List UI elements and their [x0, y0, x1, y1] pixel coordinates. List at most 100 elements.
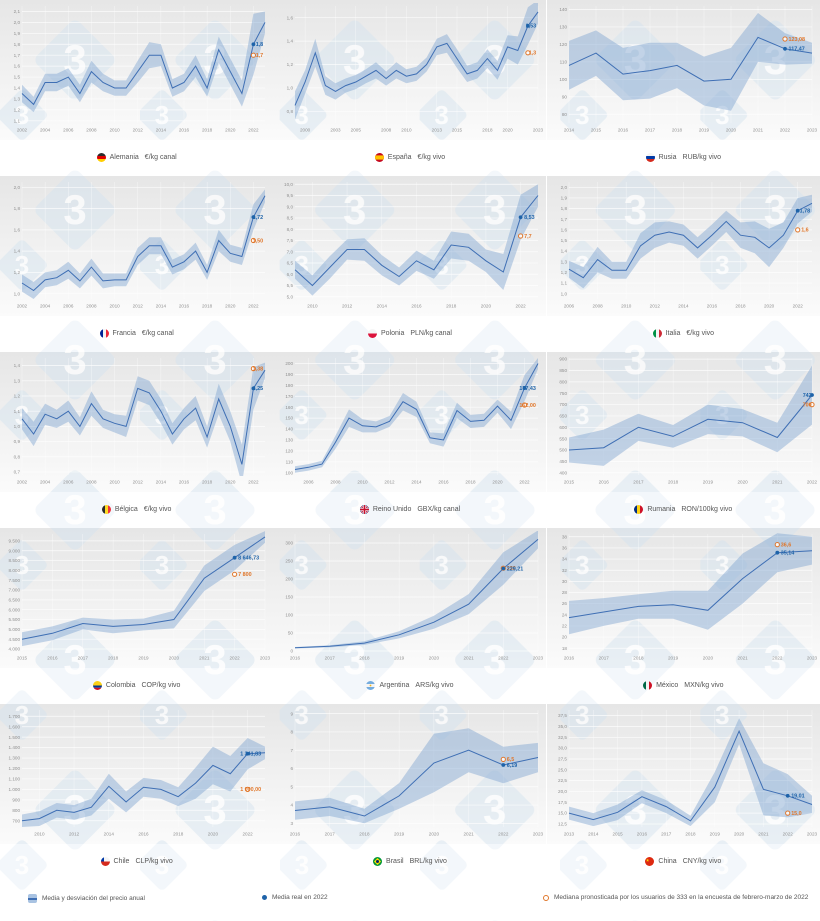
chart-reino-unido: 33162,00177,4310011012013014015016017018…	[273, 352, 547, 492]
svg-text:2018: 2018	[173, 832, 184, 837]
svg-text:3: 3	[291, 821, 294, 826]
svg-text:2023: 2023	[807, 128, 818, 133]
svg-text:0,8: 0,8	[14, 454, 21, 459]
svg-text:2004: 2004	[40, 304, 51, 309]
germany-flag-icon	[96, 152, 106, 162]
svg-text:2020: 2020	[429, 656, 440, 661]
forecast-value-alemania: 1,7	[256, 53, 264, 59]
chile-flag-icon	[100, 856, 110, 866]
country-label: Bélgica	[114, 505, 138, 513]
forecast-value-polonia: 7,7	[524, 234, 532, 240]
chart-caption-chile: Chile CLP/kg vivo	[0, 844, 273, 878]
svg-text:1,0: 1,0	[287, 86, 294, 91]
svg-text:2018: 2018	[202, 304, 213, 309]
real-value-espana: 1,53	[526, 24, 537, 30]
svg-text:900: 900	[12, 797, 20, 802]
unit-label: MXN/kg vivo	[684, 681, 724, 689]
unit-label: RUB/kg vivo	[682, 153, 722, 161]
legend: Media y desviación del precio anual Medi…	[0, 880, 820, 921]
forecast-ring-icon	[543, 894, 549, 901]
chart-cell-reino-unido: 33162,00177,4310011012013014015016017018…	[273, 352, 547, 528]
svg-text:1,1: 1,1	[14, 409, 21, 414]
country-label: Chile	[113, 857, 130, 865]
svg-text:4: 4	[291, 803, 294, 808]
chart-caption-italia: Italia €/kg vivo	[547, 316, 820, 350]
svg-text:2006: 2006	[63, 304, 74, 309]
svg-text:2023: 2023	[533, 832, 544, 837]
svg-text:2019: 2019	[668, 656, 679, 661]
romania-flag-icon	[634, 504, 644, 514]
svg-text:1.400: 1.400	[9, 745, 21, 750]
svg-text:2018: 2018	[360, 832, 371, 837]
svg-text:2016: 2016	[564, 656, 575, 661]
svg-text:1,4: 1,4	[560, 249, 567, 254]
svg-text:700: 700	[12, 818, 20, 823]
svg-text:2012: 2012	[649, 304, 660, 309]
unit-label: CNY/kg vivo	[682, 857, 722, 865]
svg-text:50: 50	[288, 631, 294, 636]
svg-text:1,0: 1,0	[14, 291, 21, 296]
svg-text:2022: 2022	[499, 656, 510, 661]
svg-text:2019: 2019	[138, 656, 149, 661]
svg-text:2012: 2012	[69, 832, 80, 837]
svg-text:2022: 2022	[499, 832, 510, 837]
svg-text:2023: 2023	[533, 656, 544, 661]
svg-text:200: 200	[286, 577, 294, 582]
chart-caption-rusia: Rusia RUB/kg vivo	[547, 140, 820, 174]
svg-text:2016: 2016	[290, 832, 301, 837]
svg-text:2023: 2023	[807, 832, 818, 837]
svg-text:2020: 2020	[737, 480, 748, 485]
svg-text:4.000: 4.000	[9, 647, 21, 652]
svg-text:8: 8	[291, 730, 294, 735]
real-marker-chile	[245, 751, 250, 756]
svg-text:2017: 2017	[78, 656, 89, 661]
svg-text:2022: 2022	[248, 480, 259, 485]
unit-label: COP/kg vivo	[141, 681, 181, 689]
svg-text:2019: 2019	[699, 128, 710, 133]
real-value-reino-unido: 177,43	[520, 386, 537, 392]
svg-text:2018: 2018	[466, 480, 477, 485]
svg-text:2020: 2020	[225, 128, 236, 133]
real-value-polonia: 8,53	[524, 215, 535, 221]
unit-label: €/kg vivo	[417, 153, 446, 161]
svg-text:2018: 2018	[108, 656, 119, 661]
forecast-marker-reino-unido	[522, 402, 528, 408]
svg-text:2019: 2019	[702, 480, 713, 485]
real-marker-brasil	[501, 763, 506, 767]
svg-text:2021: 2021	[464, 656, 475, 661]
svg-text:900: 900	[559, 357, 567, 362]
forecast-value-francia: 1,50	[253, 238, 264, 244]
svg-text:800: 800	[12, 808, 20, 813]
svg-text:2020: 2020	[734, 832, 745, 837]
svg-text:2010: 2010	[308, 304, 319, 309]
real-value-chile: 1 341,83	[240, 752, 261, 758]
brazil-flag-icon	[373, 856, 383, 866]
chart-caption-polonia: Polonia PLN/kg canal	[273, 316, 546, 350]
unit-label: €/kg vivo	[686, 329, 715, 337]
svg-text:2019: 2019	[709, 832, 720, 837]
real-marker-belgica	[251, 386, 256, 391]
svg-text:2016: 2016	[138, 832, 149, 837]
svg-text:100: 100	[559, 77, 567, 82]
real-marker-italia	[795, 208, 800, 213]
chart-argentina: 33230229,2105010015020025030020162017201…	[273, 528, 547, 668]
svg-text:2022: 2022	[772, 656, 783, 661]
svg-text:2021: 2021	[772, 480, 783, 485]
svg-text:37,5: 37,5	[558, 713, 567, 718]
svg-text:2,0: 2,0	[14, 20, 21, 25]
svg-text:1,1: 1,1	[560, 281, 567, 286]
forecast-value-colombia: 7 800	[238, 572, 252, 578]
svg-text:2019: 2019	[394, 656, 405, 661]
svg-text:2017: 2017	[633, 480, 644, 485]
real-dot-icon	[262, 895, 267, 900]
forecast-marker-china	[784, 810, 790, 816]
svg-text:2010: 2010	[109, 304, 120, 309]
svg-text:150: 150	[286, 416, 294, 421]
chart-grid: 331,71,81,11,21,31,41,51,61,71,81,92,02,…	[0, 0, 820, 878]
country-label: Rusia	[658, 153, 677, 161]
svg-text:170: 170	[286, 394, 294, 399]
svg-text:28: 28	[562, 590, 568, 595]
real-marker-rusia	[782, 46, 787, 51]
svg-text:1,6: 1,6	[287, 15, 294, 20]
